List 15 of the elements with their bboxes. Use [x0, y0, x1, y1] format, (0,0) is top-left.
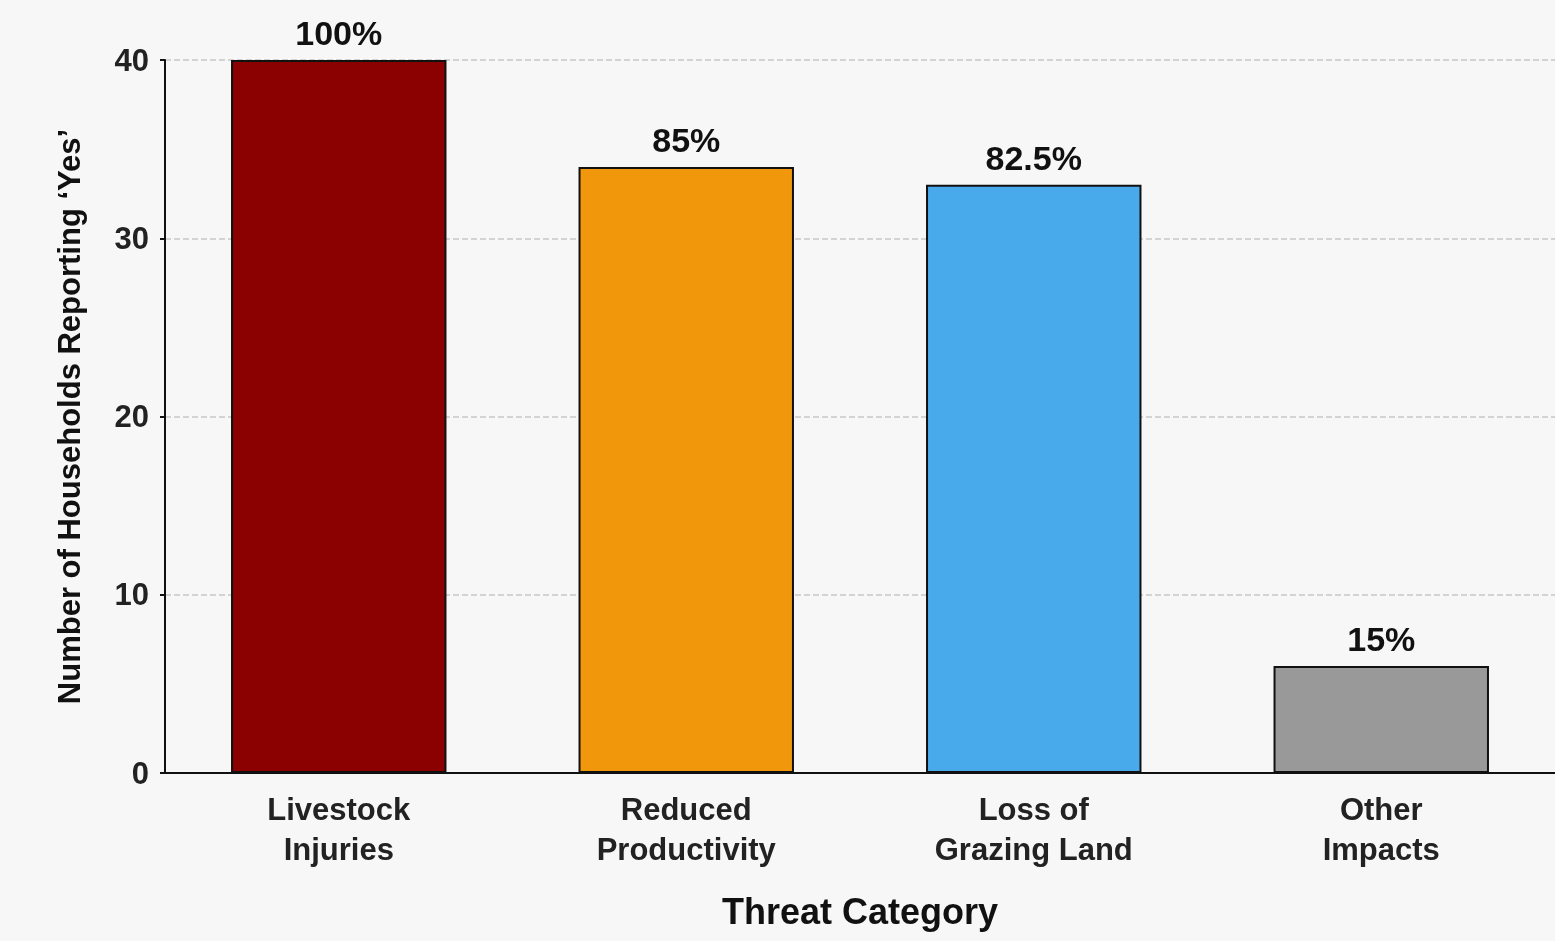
annotation: 100%	[295, 14, 383, 52]
y-tick-label: 30	[114, 220, 149, 256]
y-tick-label: 0	[131, 755, 149, 791]
y-tick-label: 40	[114, 42, 149, 78]
y-tick-label: 10	[114, 577, 149, 613]
y-axis-title: Number of Households Reporting ‘Yes’	[52, 128, 87, 705]
annotation: 15%	[1347, 620, 1416, 659]
x-tick-label: Livestock Injuries	[267, 791, 412, 867]
x-axis-title: Threat Category	[721, 890, 999, 932]
annotation: 82.5%	[985, 138, 1082, 177]
y-tick-label: 20	[114, 399, 149, 434]
x-tick-label: Loss of Grazing Land	[934, 791, 1133, 867]
annotation: 85%	[652, 120, 721, 159]
x-tick-label: Reduced Productivity	[596, 791, 777, 867]
x-tick-label: Other Impacts	[1322, 791, 1440, 867]
